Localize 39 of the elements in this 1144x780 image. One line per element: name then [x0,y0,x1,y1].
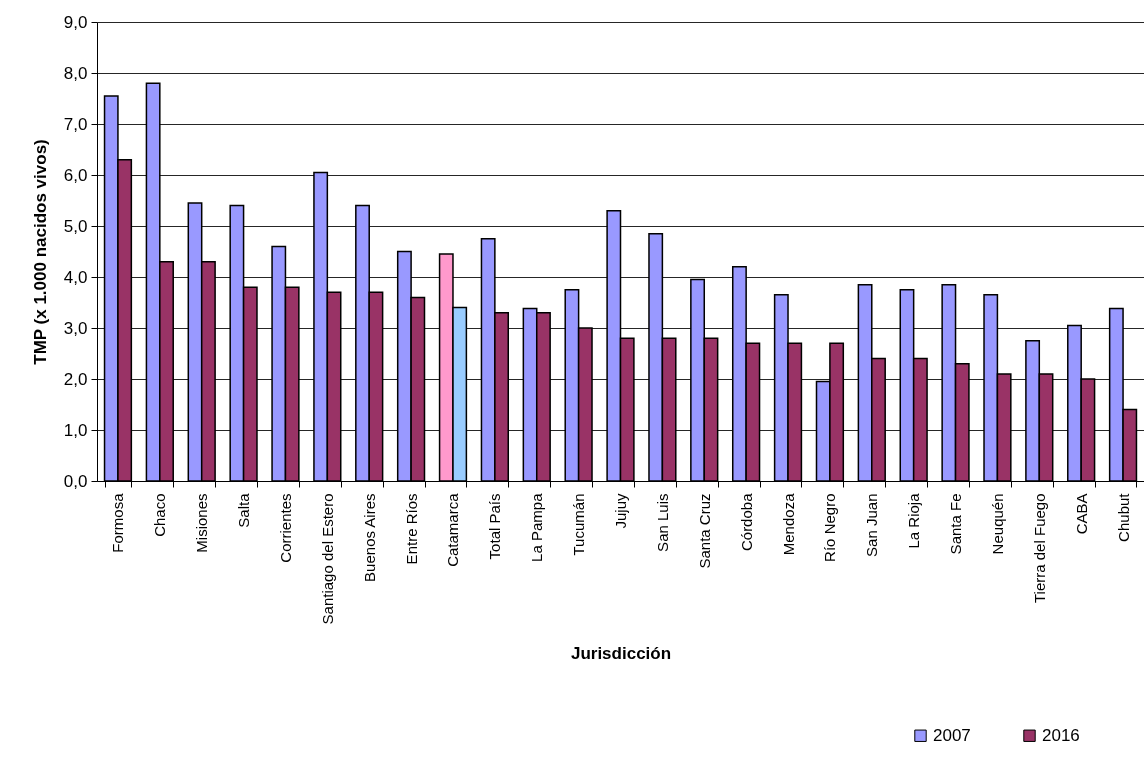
legend-label: 2007 [933,725,971,745]
x-tick-label: Tucumán [570,493,588,556]
x-tick-label: Salta [235,492,253,528]
y-tick-label: 3,0 [63,318,88,338]
x-tick-label: Chubut [1114,492,1132,542]
y-tick-label: 8,0 [63,63,88,83]
y-tick-label: 7,0 [63,114,88,134]
x-tick-label: Santa Cruz [695,493,713,569]
y-tick-label: 6,0 [63,165,88,185]
x-tick-label: La Rioja [905,492,923,549]
x-tick-label: Misiones [193,493,211,553]
y-tick-label: 2,0 [63,369,88,389]
x-tick-label: Río Negro [821,493,839,562]
y-tick-label: 5,0 [63,216,88,236]
x-tick-label: La Pampa [528,492,546,562]
x-tick-label: Neuquén [988,493,1006,555]
x-tick-label: Corrientes [276,493,294,563]
x-tick-label: Entre Ríos [402,493,420,565]
y-tick-label: 0,0 [63,471,88,491]
x-tick-label: Santiago del Estero [318,493,336,625]
x-tick-label: San Juan [863,493,881,557]
x-tick-label: Mendoza [779,492,797,556]
x-tick-label: Total País [486,493,504,560]
x-tick-label: San Luis [653,493,671,552]
y-tick-label: 9,0 [63,12,88,32]
y-axis-title: TMP (x 1.000 nacidos vivos) [30,139,50,365]
x-tick-label: Santa Fe [947,493,965,555]
x-tick-label: Jujuy [612,493,629,529]
y-tick-label: 4,0 [63,267,88,287]
x-tick-label: Catamarca [444,492,462,567]
x-tick-label: Formosa [109,492,127,553]
x-axis-title: Jurisdicción [570,644,672,664]
x-tick-label: Tierra del Fuego [1030,493,1048,603]
x-tick-label: Córdoba [737,492,755,552]
y-tick-label: 1,0 [63,420,88,440]
legend-label: 2016 [1042,725,1080,745]
x-tick-label: CABA [1072,493,1090,535]
x-tick-label: Buenos Aires [360,493,378,582]
x-tick-label: Chaco [151,493,169,537]
